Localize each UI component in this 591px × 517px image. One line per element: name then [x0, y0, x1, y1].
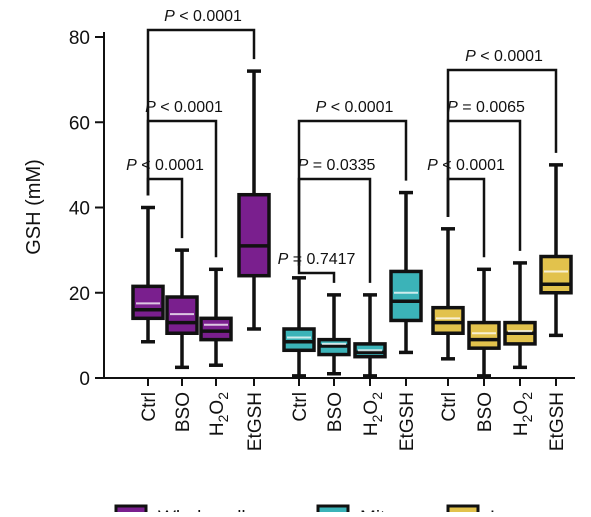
legend-label: Mito	[360, 508, 396, 512]
legend-label: Whole cells	[158, 508, 255, 512]
x-tick-label: Ctrl	[290, 392, 311, 422]
box	[389, 269, 423, 323]
p-value-label: P < 0.0001	[145, 99, 223, 116]
y-axis-title: GSH (mM)	[23, 159, 45, 255]
x-tick-label: BSO	[173, 392, 194, 432]
y-tick-label: 20	[69, 284, 90, 305]
x-tick-label: H2O2	[361, 392, 385, 436]
x-tick-label: H2O2	[511, 392, 535, 436]
box	[131, 284, 165, 321]
legend-label: Lyso	[490, 508, 529, 512]
comparison-bracket	[446, 68, 558, 217]
comparison-bracket	[297, 265, 336, 283]
box	[237, 192, 271, 278]
x-tick-label: BSO	[475, 392, 496, 432]
legend-swatch	[114, 504, 148, 517]
y-tick-label: 80	[69, 28, 90, 49]
p-value-label: P < 0.0001	[126, 157, 204, 174]
x-tick-label: H2O2	[207, 392, 231, 436]
p-value-label: P < 0.0001	[427, 157, 505, 174]
box	[467, 320, 501, 350]
p-value-label: P < 0.0001	[164, 8, 242, 25]
box	[539, 254, 573, 295]
comparison-bracket	[297, 119, 408, 266]
box	[165, 295, 199, 335]
x-tick-label: BSO	[325, 392, 346, 432]
p-value-label: P = 0.0065	[447, 99, 525, 116]
p-value-label: P = 0.7417	[278, 251, 356, 268]
x-tick-label: Ctrl	[439, 392, 460, 422]
p-value-label: P = 0.0335	[298, 157, 376, 174]
comparison-bracket	[446, 177, 486, 258]
x-tick-label: Ctrl	[139, 392, 160, 422]
legend-swatch	[446, 504, 480, 517]
p-value-label: P < 0.0001	[465, 48, 543, 65]
box	[282, 327, 316, 353]
y-tick-label: 60	[69, 113, 90, 134]
x-tick-label: EtGSH	[397, 392, 418, 451]
x-tick-label: EtGSH	[547, 392, 568, 451]
y-tick-label: 40	[69, 199, 90, 220]
comparison-bracket	[146, 28, 256, 196]
box	[431, 305, 465, 335]
x-tick-label: EtGSH	[245, 392, 266, 451]
p-value-label: P < 0.0001	[316, 99, 394, 116]
y-tick-label: 0	[79, 369, 90, 390]
box	[199, 316, 233, 342]
legend-swatch	[316, 504, 350, 517]
